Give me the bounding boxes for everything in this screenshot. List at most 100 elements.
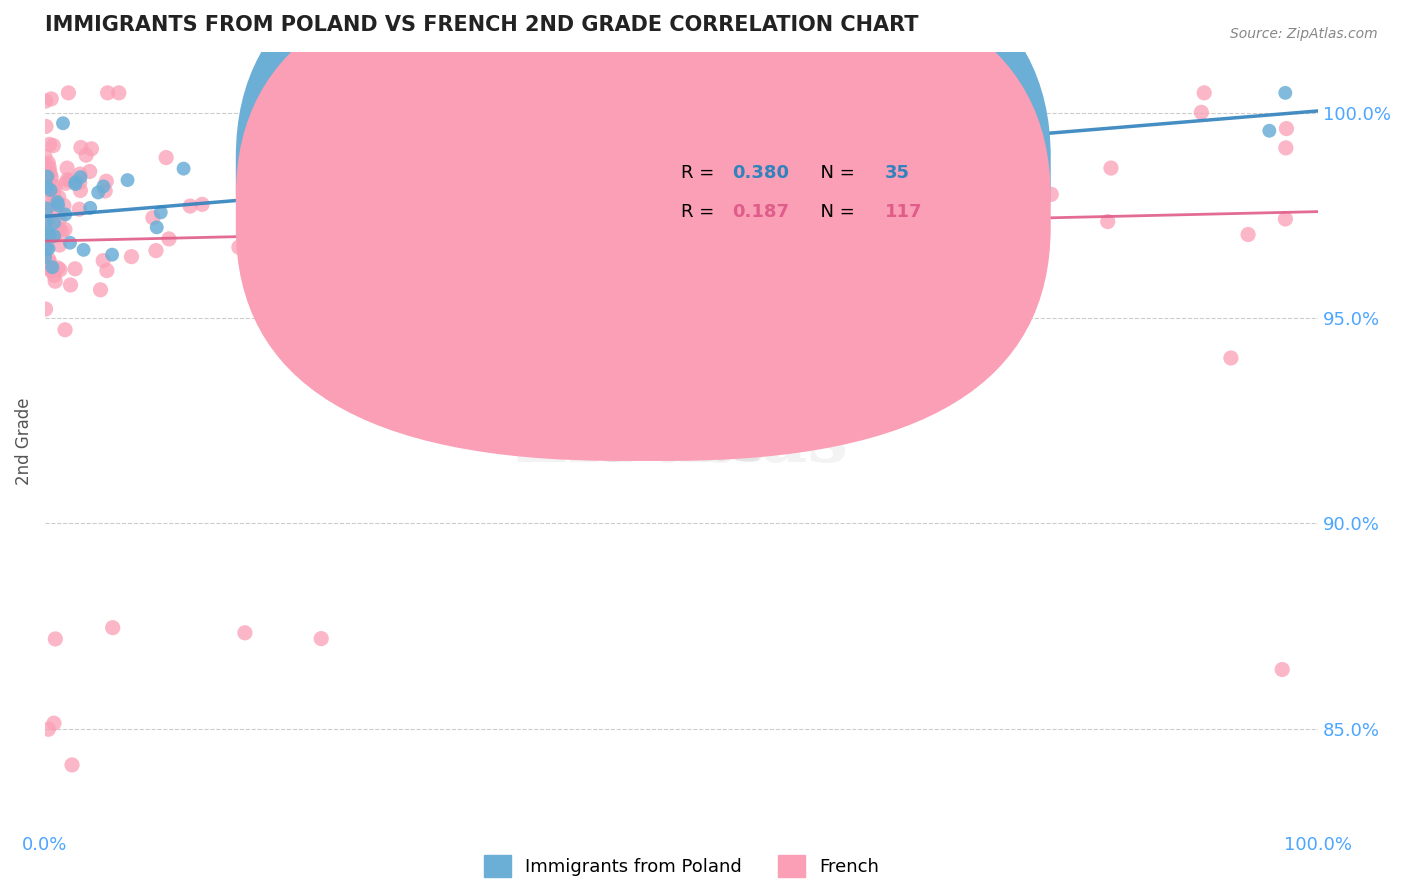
French [911,142,934,156]
French [1189,105,1212,120]
Immigrants from Poland [173,161,195,176]
French [108,86,131,100]
Immigrants from Poland [59,235,82,250]
French [44,274,66,288]
FancyBboxPatch shape [236,0,1050,422]
Text: 35: 35 [886,163,910,182]
Immigrants from Poland [267,239,290,253]
French [35,236,58,251]
French [872,86,894,100]
French [39,92,62,106]
French [259,264,281,278]
French [283,129,305,144]
French [37,224,59,238]
French [79,164,101,178]
Immigrants from Poland [46,198,69,212]
Text: 117: 117 [886,202,922,220]
French [440,210,463,224]
Immigrants from Poland [38,228,60,243]
French [97,86,120,100]
French [291,295,314,310]
French [58,86,80,100]
French [309,632,332,646]
French [411,112,433,127]
French [75,148,97,162]
Y-axis label: 2nd Grade: 2nd Grade [15,398,32,485]
Text: R =: R = [682,202,720,220]
Immigrants from Poland [264,197,287,211]
French [48,212,70,227]
French [55,176,77,190]
French [42,187,65,202]
Immigrants from Poland [52,116,75,130]
French [689,270,711,285]
French [44,632,66,646]
French [941,86,963,100]
French [38,161,60,175]
French [1275,121,1298,136]
Text: 0.380: 0.380 [733,163,789,182]
French [1271,663,1294,677]
Immigrants from Poland [46,195,69,210]
French [38,255,60,269]
French [1099,161,1122,175]
Immigrants from Poland [53,207,76,221]
Immigrants from Poland [72,243,94,257]
Immigrants from Poland [69,170,91,185]
French [45,195,67,210]
French [48,190,70,204]
French [35,120,58,134]
French [80,142,103,156]
French [48,222,70,236]
French [37,156,59,170]
Immigrants from Poland [37,169,59,184]
FancyBboxPatch shape [592,137,1000,262]
French [35,179,58,194]
French [39,168,62,182]
Immigrants from Poland [34,227,56,241]
Immigrants from Poland [41,260,63,275]
French [37,260,59,275]
French [179,199,201,213]
French [44,268,66,283]
Immigrants from Poland [117,173,139,187]
French [53,222,76,236]
French [262,246,284,260]
French [56,172,79,186]
Text: Source: ZipAtlas.com: Source: ZipAtlas.com [1230,27,1378,41]
French [516,263,538,277]
French [60,758,83,772]
Immigrants from Poland [1258,124,1281,138]
French [69,184,91,198]
French [1040,187,1063,202]
FancyBboxPatch shape [236,0,1050,461]
French [59,277,82,292]
French [53,323,76,337]
French [38,137,60,152]
French [42,179,65,194]
Text: 0.187: 0.187 [733,202,789,220]
French [91,253,114,268]
Immigrants from Poland [35,242,58,256]
French [34,94,56,108]
French [35,259,58,273]
French [142,211,165,225]
Text: IMMIGRANTS FROM POLAND VS FRENCH 2ND GRADE CORRELATION CHART: IMMIGRANTS FROM POLAND VS FRENCH 2ND GRA… [45,15,918,35]
French [37,213,59,227]
French [1015,249,1038,263]
French [924,210,946,224]
Immigrants from Poland [101,247,124,261]
French [51,224,73,238]
Text: ZIPatlas: ZIPatlas [515,406,849,477]
Immigrants from Poland [37,242,59,256]
French [42,138,65,153]
Immigrants from Poland [37,227,59,241]
French [39,264,62,278]
French [96,263,118,277]
French [35,208,58,222]
French [706,112,728,127]
French [94,184,117,198]
Immigrants from Poland [93,179,115,194]
French [1274,211,1296,226]
French [69,167,91,181]
